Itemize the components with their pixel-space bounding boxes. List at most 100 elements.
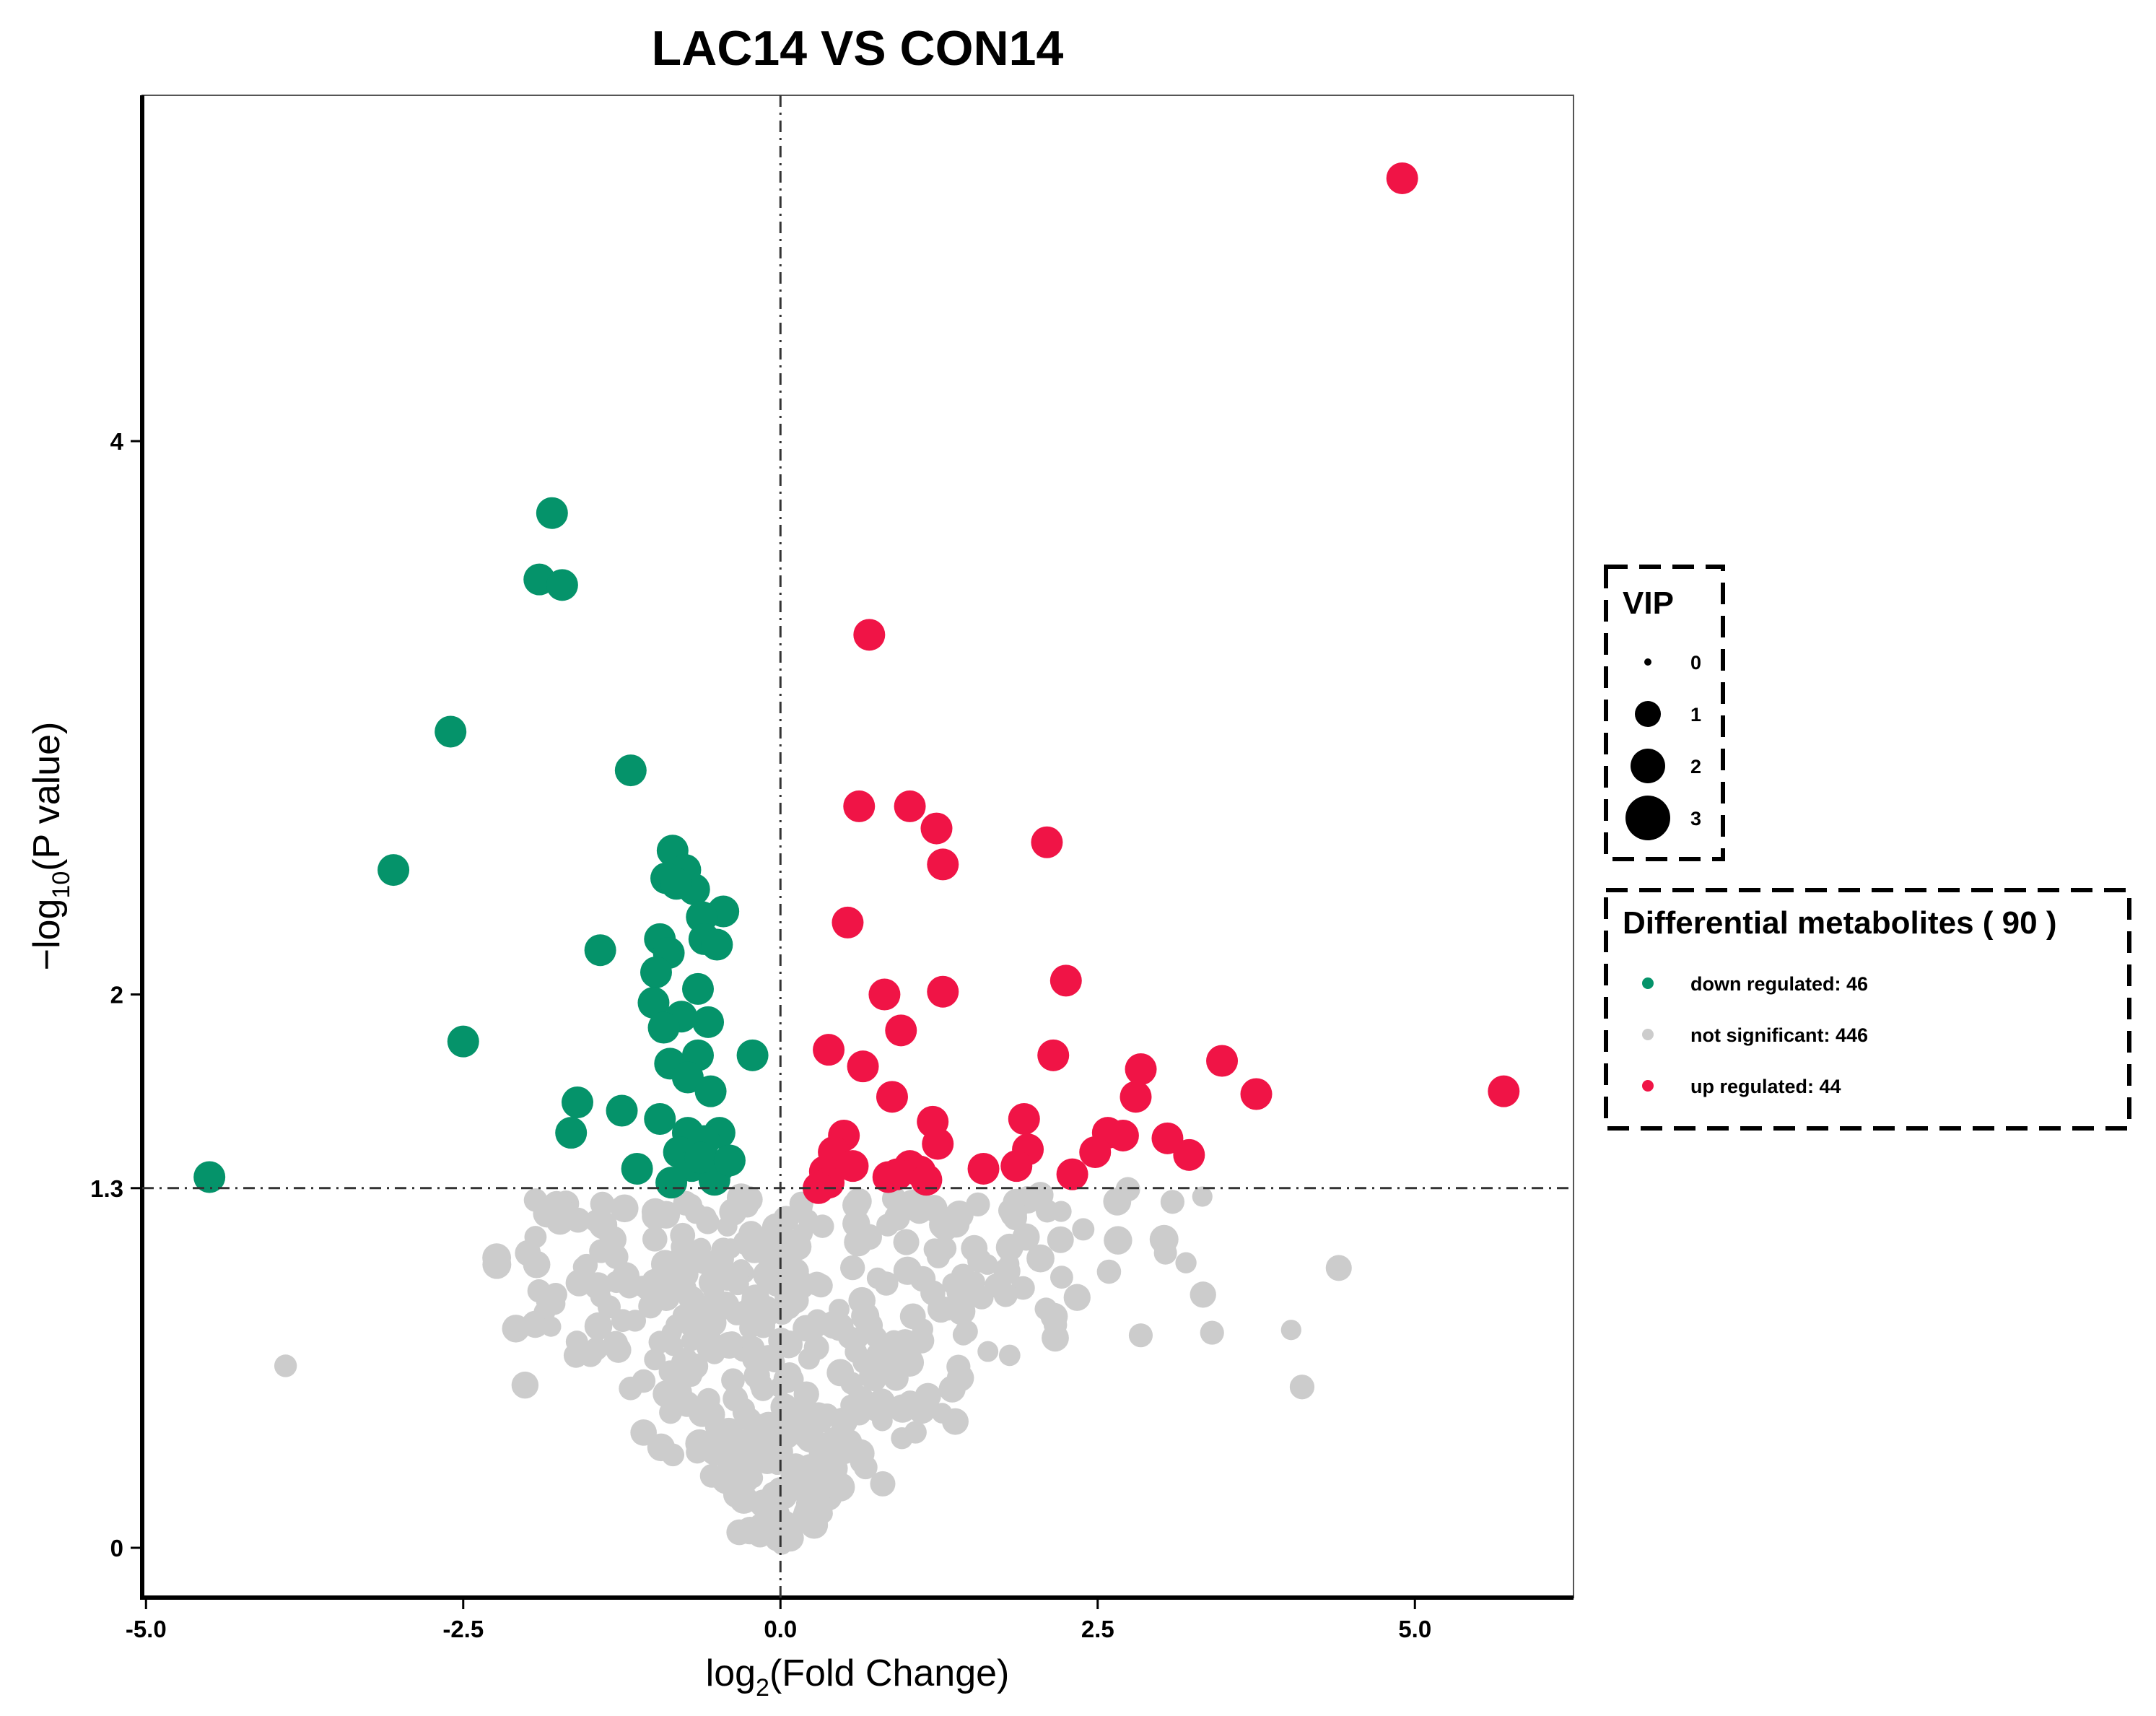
data-point-not-significant xyxy=(826,1359,855,1387)
data-point-not-significant xyxy=(1050,1201,1072,1222)
color-legend-label: down regulated: 46 xyxy=(1690,973,1868,995)
data-point-not-significant xyxy=(906,1197,933,1224)
data-point-down xyxy=(606,1094,638,1127)
x-axis-label: log2(Fold Change) xyxy=(706,1652,1010,1702)
data-point-not-significant xyxy=(1200,1320,1224,1345)
data-point-up xyxy=(1031,826,1063,858)
data-point-not-significant xyxy=(717,1216,738,1237)
data-point-down xyxy=(681,972,714,1005)
data-point-not-significant xyxy=(811,1214,834,1238)
data-point-not-significant xyxy=(572,1256,594,1278)
data-point-not-significant xyxy=(791,1197,813,1219)
data-point-up xyxy=(967,1152,1000,1185)
y-axis-label: −log10(P value) xyxy=(26,722,75,971)
data-point-not-significant xyxy=(650,1250,680,1279)
data-point-not-significant xyxy=(605,1337,632,1363)
data-point-down xyxy=(447,1025,479,1058)
data-point-down xyxy=(692,1006,725,1038)
data-point-not-significant xyxy=(774,1257,802,1285)
data-point-not-significant xyxy=(696,1211,720,1234)
vip-legend-symbol xyxy=(1631,749,1665,783)
data-point-not-significant xyxy=(929,1210,958,1240)
data-point-up xyxy=(843,790,876,822)
data-point-up xyxy=(1488,1075,1520,1107)
data-point-not-significant xyxy=(876,1214,899,1237)
data-point-not-significant xyxy=(946,1364,974,1392)
data-point-not-significant xyxy=(993,1283,1018,1307)
data-point-not-significant xyxy=(726,1183,756,1213)
y-tick-label: 0 xyxy=(110,1535,123,1562)
data-point-not-significant xyxy=(894,1399,915,1421)
data-point-not-significant xyxy=(753,1260,781,1289)
data-point-up xyxy=(1120,1081,1152,1113)
vip-legend-label: 3 xyxy=(1690,808,1701,829)
data-point-not-significant xyxy=(1040,1302,1068,1330)
data-point-down xyxy=(193,1161,226,1193)
data-point-down xyxy=(655,1167,688,1199)
vip-legend-items: 0 1 2 3 xyxy=(1625,652,1701,840)
data-point-not-significant xyxy=(883,1330,905,1352)
data-point-not-significant xyxy=(590,1191,615,1216)
data-point-not-significant xyxy=(642,1227,668,1252)
data-point-not-significant xyxy=(966,1192,990,1216)
data-point-not-significant xyxy=(1149,1224,1179,1254)
data-point-not-significant xyxy=(1027,1182,1054,1208)
data-point-not-significant xyxy=(738,1221,764,1247)
data-point-not-significant xyxy=(977,1254,998,1275)
x-tick-label: 5.0 xyxy=(1398,1616,1431,1642)
chart-title: LAC14 VS CON14 xyxy=(652,21,1064,76)
data-point-not-significant xyxy=(736,1517,764,1545)
y-tick-label: 2 xyxy=(110,982,123,1009)
data-point-down xyxy=(555,1117,588,1149)
vip-legend-label: 2 xyxy=(1690,756,1701,778)
data-point-not-significant xyxy=(1063,1284,1091,1311)
color-legend-symbol-ns xyxy=(1642,1029,1654,1040)
color-legend-symbol-up xyxy=(1642,1080,1654,1092)
data-point-not-significant xyxy=(1049,1266,1073,1289)
data-point-not-significant xyxy=(969,1285,994,1310)
not-significant-points xyxy=(274,1177,1352,1555)
data-point-up xyxy=(1386,162,1418,194)
data-point-not-significant xyxy=(865,1342,891,1368)
data-point-not-significant xyxy=(632,1276,654,1297)
data-point-not-significant xyxy=(961,1234,988,1262)
data-point-down xyxy=(377,854,410,887)
data-point-not-significant xyxy=(952,1324,974,1346)
data-point-not-significant xyxy=(274,1354,297,1377)
data-point-up xyxy=(1240,1078,1273,1110)
x-tick-label: 0.0 xyxy=(764,1616,797,1642)
data-point-not-significant xyxy=(533,1199,562,1228)
data-point-down xyxy=(640,956,672,988)
data-point-not-significant xyxy=(1192,1186,1213,1207)
data-point-not-significant xyxy=(721,1368,745,1393)
significant-points xyxy=(193,162,1520,1204)
data-point-not-significant xyxy=(927,1295,955,1323)
data-point-not-significant xyxy=(697,1388,720,1412)
data-point-not-significant xyxy=(761,1213,791,1242)
y-axis-ticks: 0 1.3 2 4 xyxy=(90,428,142,1562)
data-point-up xyxy=(922,1128,954,1160)
data-point-not-significant xyxy=(754,1500,777,1523)
data-point-not-significant xyxy=(723,1386,749,1412)
data-point-down xyxy=(536,497,568,529)
data-point-not-significant xyxy=(1072,1218,1095,1241)
x-tick-label: -5.0 xyxy=(126,1616,167,1642)
data-point-up xyxy=(1037,1039,1070,1071)
data-point-not-significant xyxy=(742,1468,764,1489)
data-point-down xyxy=(694,1075,727,1107)
data-point-not-significant xyxy=(1047,1226,1074,1253)
data-point-not-significant xyxy=(704,1433,733,1462)
data-point-not-significant xyxy=(584,1312,613,1341)
x-tick-label: -2.5 xyxy=(442,1616,484,1642)
data-point-up xyxy=(920,812,953,845)
data-point-not-significant xyxy=(676,1347,697,1369)
vip-legend-title: VIP xyxy=(1623,585,1674,621)
data-point-not-significant xyxy=(769,1377,790,1398)
x-tick-label: 2.5 xyxy=(1081,1616,1114,1642)
data-point-not-significant xyxy=(647,1433,676,1462)
color-legend-border xyxy=(1604,888,2131,1131)
data-point-down xyxy=(647,1011,680,1044)
data-point-down xyxy=(614,754,647,787)
vip-size-legend: VIP 0 1 2 3 xyxy=(1604,565,1725,861)
y-tick-label: 1.3 xyxy=(90,1175,123,1202)
